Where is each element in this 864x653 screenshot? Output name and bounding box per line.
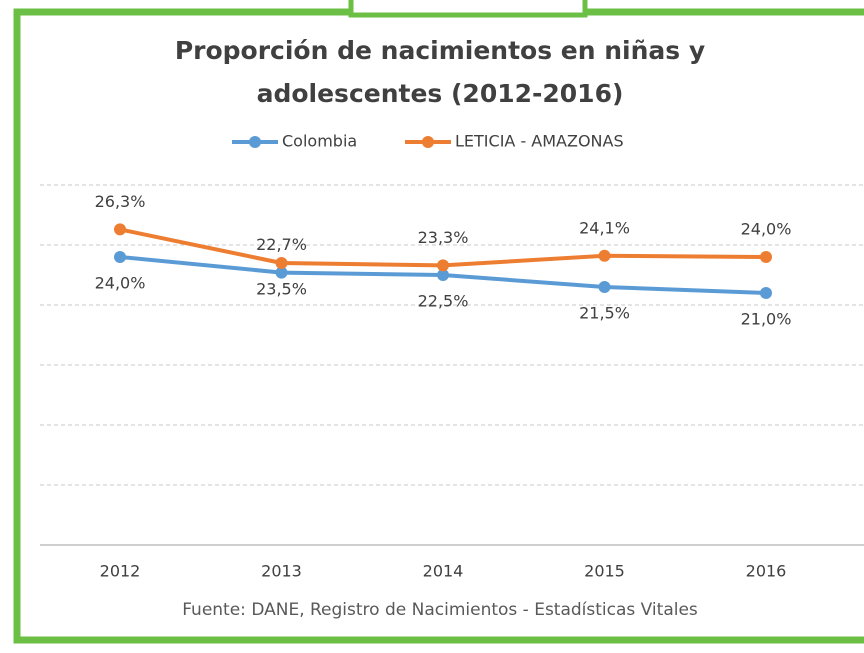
point (598, 249, 611, 262)
point (275, 266, 288, 279)
legend-label: LETICIA - AMAZONAS (455, 132, 624, 151)
point (437, 269, 449, 281)
data-label: 21,5% (579, 304, 630, 323)
frame (13, 8, 864, 644)
data-label: 21,0% (741, 310, 792, 329)
point (760, 251, 772, 263)
data-label: 23,3% (418, 228, 469, 247)
x-tick-label: 2015 (584, 562, 625, 581)
legend-marker (422, 136, 434, 148)
point (114, 223, 126, 236)
point (114, 251, 126, 263)
point (760, 287, 772, 299)
data-label: 22,5% (418, 292, 469, 311)
x-tick-label: 2014 (423, 562, 464, 581)
data-label: 23,5% (256, 280, 307, 299)
source: Fuente: DANE, Registro de Nacimientos - … (182, 600, 698, 620)
legend-label: Colombia (282, 132, 357, 151)
point (275, 257, 288, 269)
chart-title: Proporción de nacimientos en niñas y (175, 36, 705, 65)
point (437, 259, 449, 272)
x-tick-label: 2013 (261, 562, 302, 581)
point (598, 281, 611, 293)
data-label: 22,7% (256, 235, 307, 254)
chart-title: adolescentes (2012-2016) (257, 79, 624, 108)
x-tick-label: 2016 (746, 562, 787, 581)
data-label: 24,0% (95, 274, 146, 293)
legend-marker (249, 136, 261, 148)
x-tick-label: 2012 (100, 562, 141, 581)
data-label: 26,3% (95, 192, 146, 211)
data-label: 24,1% (579, 218, 630, 237)
data-label: 24,0% (741, 220, 792, 239)
tab (348, 0, 588, 18)
